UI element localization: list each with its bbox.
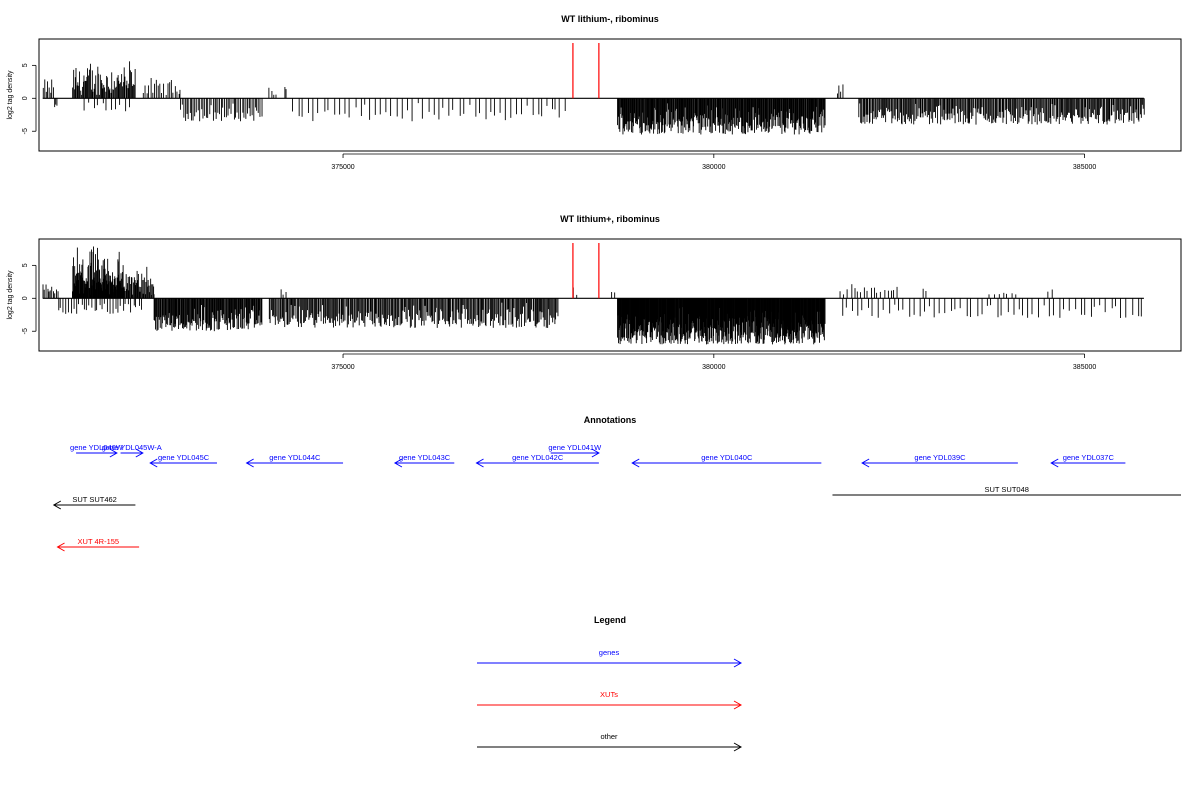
- legend-item-other: other: [477, 732, 743, 752]
- y-axis-label: log2 tag density: [7, 270, 14, 320]
- feature-gene-ydl043c: gene YDL043C: [393, 453, 455, 468]
- track-panel-lithium-plus: WT lithium+, ribominus log2 tag density …: [7, 214, 1182, 371]
- feature-label: gene YDL040C: [701, 453, 753, 462]
- feature-gene-ydl040c: gene YDL040C: [631, 453, 822, 468]
- feature-label: gene YDL045C: [158, 453, 210, 462]
- feature-label: gene YDL039C: [914, 453, 966, 462]
- x-tick-label: 375000: [331, 164, 354, 171]
- feature-gene-ydl037c: gene YDL037C: [1050, 453, 1126, 468]
- legend-panel: Legend genes XUTs other: [477, 615, 743, 752]
- signal-bars: [42, 246, 1144, 345]
- feature-label: SUT SUT048: [984, 485, 1028, 494]
- position-markers: [572, 43, 600, 99]
- feature-gene-ydl041w: gene YDL041W: [548, 443, 602, 458]
- y-tick-label: 5: [22, 63, 29, 67]
- y-axis-label: log2 tag density: [7, 70, 14, 120]
- feature-gene-ydl039c: gene YDL039C: [861, 453, 1018, 468]
- feature-sut-sut462: SUT SUT462: [52, 495, 136, 510]
- legend-items: genes XUTs other: [477, 648, 743, 752]
- signal-bars: [42, 61, 1145, 135]
- feature-gene-ydl045c: gene YDL045C: [149, 453, 217, 468]
- y-axis: -5 0 5: [22, 63, 37, 134]
- annotations-title: Annotations: [584, 415, 637, 425]
- position-markers: [572, 243, 600, 299]
- x-axis: 375000 380000 385000: [331, 353, 1096, 371]
- x-tick-label: 385000: [1073, 164, 1096, 171]
- feature-label: XUT 4R-155: [78, 537, 120, 546]
- feature-label: gene YDL043C: [399, 453, 451, 462]
- x-tick-label: 380000: [702, 364, 725, 371]
- x-tick-label: 385000: [1073, 364, 1096, 371]
- x-tick-label: 375000: [331, 364, 354, 371]
- legend-label: XUTs: [600, 690, 618, 699]
- feature-label: SUT SUT462: [72, 495, 116, 504]
- feature-gene-ydl042c: gene YDL042C: [475, 453, 599, 468]
- legend-label: other: [600, 732, 618, 741]
- legend-title: Legend: [594, 615, 626, 625]
- y-tick-label: -5: [22, 328, 29, 334]
- feature-label: gene YDL046W: [70, 443, 124, 452]
- y-tick-label: 0: [22, 96, 29, 100]
- y-tick-label: -5: [22, 128, 29, 134]
- feature-label: gene YDL042C: [512, 453, 564, 462]
- feature-label: gene YDL041W: [548, 443, 602, 452]
- panel-title: WT lithium+, ribominus: [560, 214, 660, 224]
- feature-gene-ydl044c: gene YDL044C: [245, 453, 344, 468]
- plot-frame: [38, 38, 1182, 152]
- track-panel-lithium-minus: WT lithium-, ribominus log2 tag density …: [7, 14, 1182, 171]
- feature-gene-ydl045w-a: gene YDL045W-A: [102, 443, 162, 458]
- feature-xut-4r-155: XUT 4R-155: [56, 537, 140, 552]
- feature-gene-ydl046w: gene YDL046W: [70, 443, 124, 458]
- x-axis: 375000 380000 385000: [331, 153, 1096, 171]
- feature-label: gene YDL044C: [269, 453, 321, 462]
- y-axis: -5 0 5: [22, 263, 37, 334]
- y-tick-label: 5: [22, 263, 29, 267]
- plot-frame: [38, 238, 1182, 352]
- feature-label: gene YDL037C: [1063, 453, 1115, 462]
- legend-item-xuts: XUTs: [477, 690, 743, 710]
- legend-label: genes: [599, 648, 620, 657]
- feature-label: gene YDL045W-A: [102, 443, 162, 452]
- y-tick-label: 0: [22, 296, 29, 300]
- panel-title: WT lithium-, ribominus: [561, 14, 659, 24]
- feature-sut-sut048: SUT SUT048: [832, 485, 1181, 496]
- x-tick-label: 380000: [702, 164, 725, 171]
- legend-item-genes: genes: [477, 648, 743, 668]
